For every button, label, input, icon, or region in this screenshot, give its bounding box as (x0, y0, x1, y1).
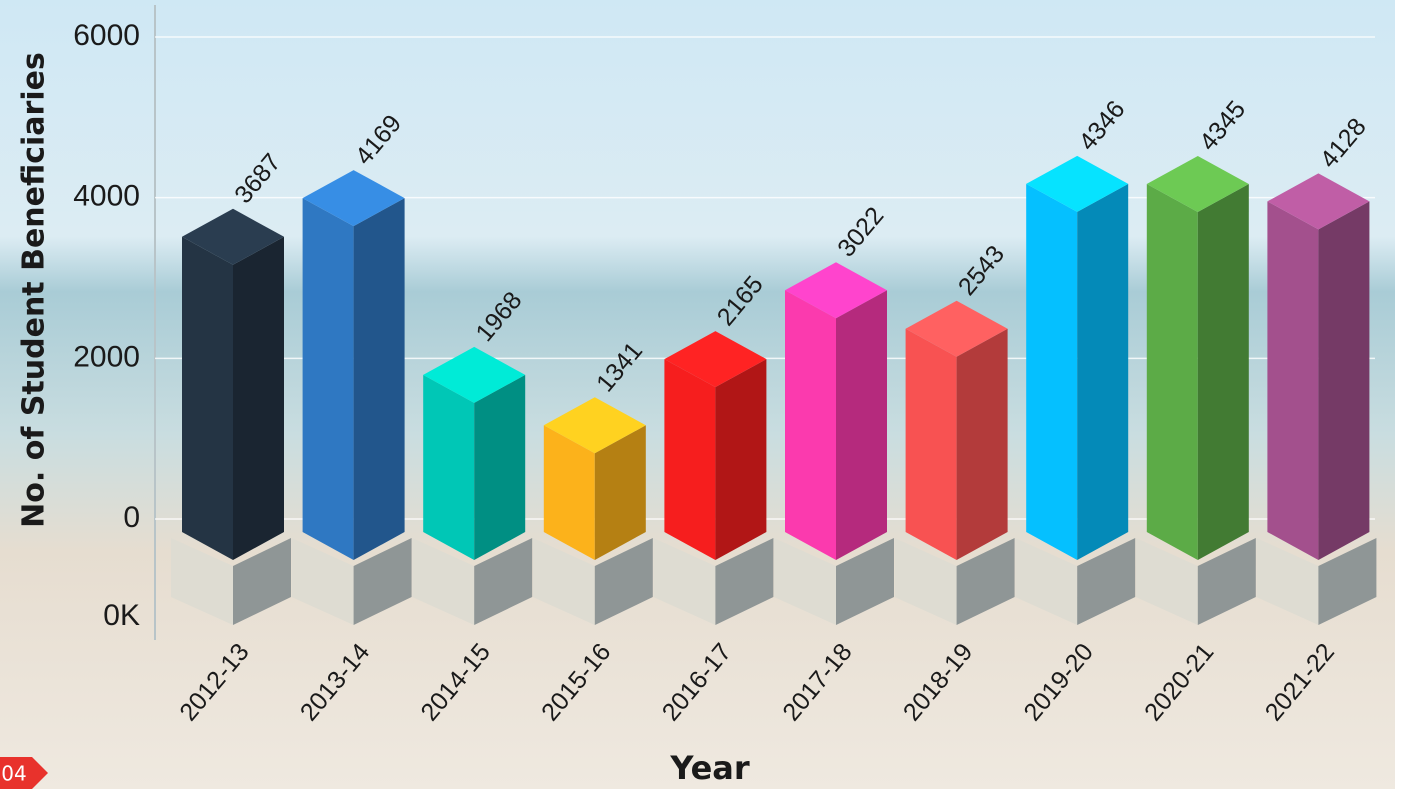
y-tick-label: 4000 (73, 180, 140, 213)
bar (906, 301, 1008, 560)
bar-left-face (423, 375, 474, 560)
bar (664, 331, 766, 560)
bar-left-face (182, 237, 233, 560)
bar-right-face (354, 198, 405, 560)
axis-annotation: 0K (103, 599, 140, 632)
bar (1267, 173, 1369, 560)
bar (1147, 156, 1249, 560)
bar-right-face (1198, 184, 1249, 560)
page-number: 04 (1, 762, 26, 786)
margin (1395, 0, 1413, 789)
x-axis-title: Year (669, 749, 750, 787)
bar-right-face (957, 329, 1008, 560)
bar-right-face (836, 290, 887, 560)
bar-left-face (664, 359, 715, 560)
bar-right-face (1318, 201, 1369, 560)
y-tick-label: 0 (123, 501, 140, 534)
bar-left-face (1267, 201, 1318, 560)
bar (785, 262, 887, 560)
bar-left-face (785, 290, 836, 560)
y-tick-label: 2000 (73, 340, 140, 373)
bar (182, 209, 284, 560)
bar-right-face (1077, 184, 1128, 560)
y-tick-label: 6000 (73, 19, 140, 52)
chart: No. of Student Beneficiaries Year 0K 04 … (0, 0, 1413, 789)
bar-right-face (474, 375, 525, 560)
bar (544, 397, 646, 560)
bar-left-face (1026, 184, 1077, 560)
bar-left-face (906, 329, 957, 560)
y-axis-title: No. of Student Beneficiaries (17, 52, 52, 528)
bar-right-face (715, 359, 766, 560)
bar (303, 170, 405, 560)
bar-left-face (1147, 184, 1198, 560)
bar (423, 347, 525, 560)
bar-left-face (303, 198, 354, 560)
bar-right-face (233, 237, 284, 560)
bar (1026, 156, 1128, 560)
page: {"chart_data": {"type": "bar3d", "y_labe… (0, 0, 1413, 789)
